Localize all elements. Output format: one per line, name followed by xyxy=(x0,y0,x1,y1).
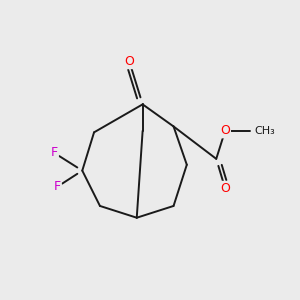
Text: O: O xyxy=(220,124,230,137)
Text: F: F xyxy=(54,180,61,193)
Text: O: O xyxy=(124,55,134,68)
Text: F: F xyxy=(51,146,58,159)
Text: CH₃: CH₃ xyxy=(254,126,275,136)
Text: O: O xyxy=(220,182,230,195)
